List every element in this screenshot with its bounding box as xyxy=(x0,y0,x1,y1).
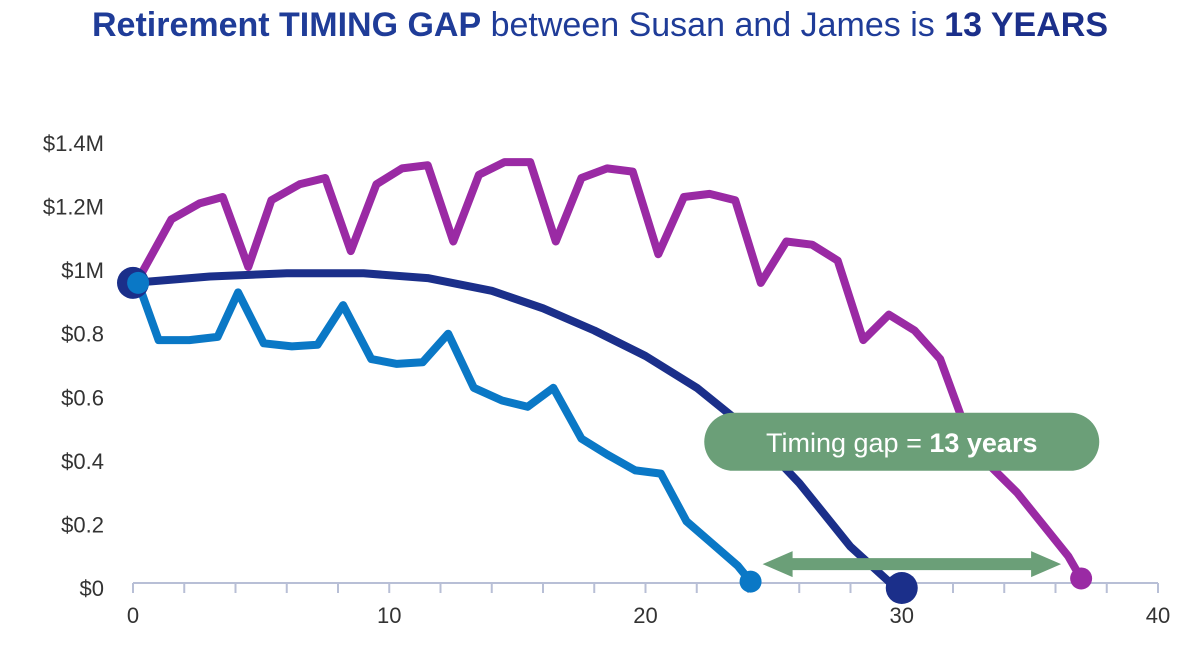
y-tick-label: $0.2 xyxy=(61,512,104,537)
y-tick-label: $0.4 xyxy=(61,449,104,474)
title-part-2: between Susan and James is xyxy=(481,6,945,44)
series-line-1 xyxy=(134,278,755,586)
title-part-1: Retirement TIMING GAP xyxy=(91,6,482,44)
title-part-3: 13 YEARS xyxy=(944,6,1109,44)
timing-gap-arrow xyxy=(762,551,1062,578)
series-group xyxy=(129,158,1086,586)
timing-gap-label-prefix: Timing gap = xyxy=(766,428,929,458)
series-line-3 xyxy=(134,158,1086,583)
data-point-marker xyxy=(885,572,918,604)
x-tick-label: 30 xyxy=(890,603,914,628)
x-tick-label: 0 xyxy=(127,603,139,628)
axes-group: 0 10 20 30 40 $0 $0.2 $0.4 $0.6 $0.8 $1M $1.2M $1.4M xyxy=(43,131,1170,628)
y-tick-label: $1M xyxy=(61,258,104,283)
y-tick-label: $1.2M xyxy=(43,195,104,220)
markers-group xyxy=(117,266,1093,604)
timing-gap-label-bg xyxy=(704,412,1100,471)
x-tick-label: 10 xyxy=(377,603,401,628)
data-point-marker xyxy=(1070,567,1093,590)
y-tick-label: $0.8 xyxy=(61,322,104,347)
timing-gap-label-value: 13 years xyxy=(929,428,1037,458)
data-point-marker xyxy=(127,271,150,294)
timing-gap-label: Timing gap = 13 years xyxy=(766,428,1037,458)
y-tick-label: $1.4M xyxy=(43,131,104,156)
x-tick-label: 20 xyxy=(633,603,657,628)
chart-title: Retirement TIMING GAP between Susan and … xyxy=(0,6,1200,45)
data-point-marker xyxy=(739,570,762,593)
y-tick-label: $0.6 xyxy=(61,385,104,410)
y-tick-label: $0 xyxy=(80,576,104,601)
x-tick-label: 40 xyxy=(1146,603,1170,628)
annotation-group: Timing gap = 13 years xyxy=(704,412,1100,578)
series-line-2 xyxy=(129,269,893,586)
